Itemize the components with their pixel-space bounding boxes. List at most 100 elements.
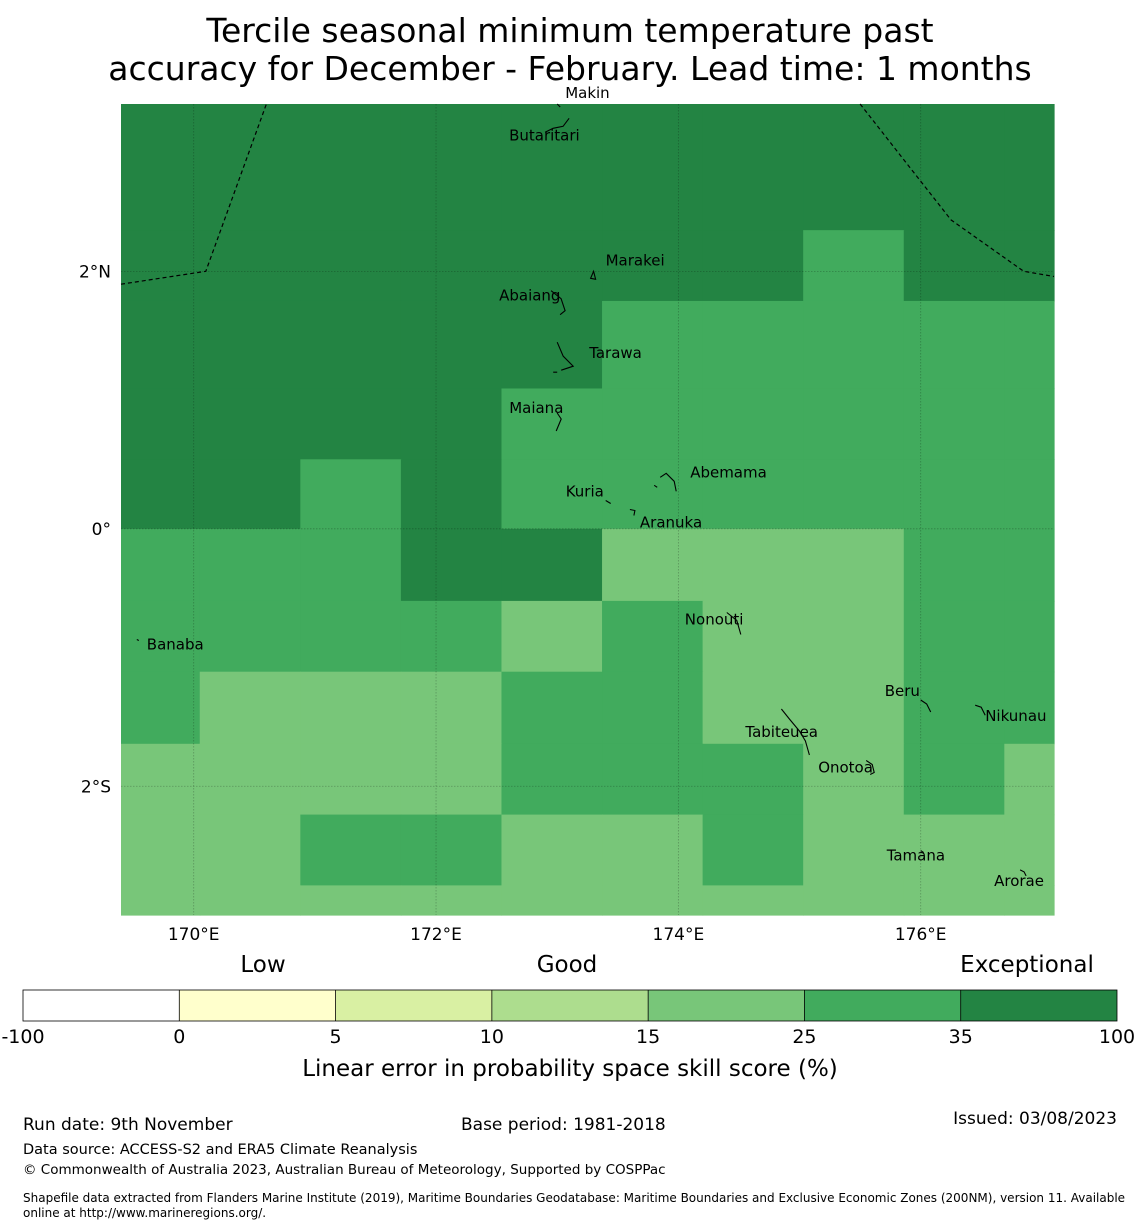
skill-cell bbox=[803, 600, 905, 673]
skill-cell bbox=[602, 528, 704, 602]
island-tarawa: Tarawa bbox=[553, 341, 642, 373]
skill-cell bbox=[300, 230, 402, 302]
skill-cell bbox=[903, 528, 1005, 602]
skill-cell bbox=[702, 814, 804, 886]
coastline bbox=[920, 850, 925, 854]
shapefile-credit-line-2: online at http://www.marineregions.org/. bbox=[23, 1206, 267, 1220]
island-label: Onotoa bbox=[818, 759, 873, 777]
eez-boundary-line bbox=[120, 103, 267, 285]
skill-cell bbox=[1004, 600, 1055, 673]
island-marakei: Marakei bbox=[589, 251, 665, 281]
x-tick-label: 172°E bbox=[410, 925, 462, 945]
skill-cell bbox=[300, 671, 402, 745]
skill-cell bbox=[602, 388, 704, 460]
island-nonouti: Nonouti bbox=[685, 611, 743, 635]
skill-cell bbox=[501, 743, 603, 816]
eez-boundaries bbox=[120, 103, 1055, 285]
skill-cell bbox=[400, 885, 503, 916]
skill-cell bbox=[602, 600, 704, 673]
skill-cell bbox=[400, 230, 503, 302]
island-aranuka: Aranuka bbox=[629, 508, 702, 532]
coastline bbox=[555, 412, 562, 432]
island-banaba: Banaba bbox=[136, 636, 204, 654]
islands-layer: Makin Butaritari Marakei Abaiang Tarawa Maian… bbox=[136, 84, 1047, 890]
colorbar-axis-label: Linear error in probability space skill … bbox=[302, 1056, 838, 1082]
skill-cell bbox=[903, 814, 1005, 886]
skill-cell bbox=[702, 230, 804, 302]
skill-cell bbox=[803, 743, 905, 816]
skill-cell bbox=[121, 814, 201, 886]
skill-cell bbox=[1004, 814, 1055, 886]
skill-cell bbox=[121, 300, 201, 390]
skill-cell bbox=[1004, 104, 1055, 231]
chart-title-line-2: accuracy for December - February. Lead t… bbox=[108, 49, 1032, 88]
colorbar-bin bbox=[335, 990, 492, 1021]
y-tick-label: 2°N bbox=[79, 262, 111, 282]
skill-cell bbox=[300, 814, 402, 886]
skill-cell bbox=[501, 600, 603, 673]
colorbar-tick-label: 35 bbox=[949, 1026, 973, 1048]
skill-cell bbox=[903, 104, 1005, 231]
island-tabiteuea: Tabiteuea bbox=[744, 708, 818, 756]
skill-cell bbox=[300, 300, 402, 390]
data-source: Data source: ACCESS-S2 and ERA5 Climate … bbox=[23, 1142, 418, 1158]
skill-cell bbox=[400, 528, 503, 602]
skill-cell bbox=[121, 104, 201, 231]
coastline bbox=[605, 500, 611, 504]
coastline bbox=[589, 269, 597, 281]
skill-cell bbox=[903, 388, 1005, 460]
coastline bbox=[920, 699, 932, 713]
skill-cell bbox=[501, 300, 603, 390]
chart-title-line-1: Tercile seasonal minimum temperature pas… bbox=[206, 11, 934, 50]
skill-cell bbox=[300, 885, 402, 916]
colorbar-outline bbox=[22, 989, 1118, 1022]
coastline bbox=[1019, 869, 1027, 877]
skill-cell bbox=[602, 459, 704, 530]
issued-date: Issued: 03/08/2023 bbox=[953, 1109, 1117, 1129]
skill-cell bbox=[602, 814, 704, 886]
skill-cell bbox=[803, 230, 905, 302]
skill-cell bbox=[400, 814, 503, 886]
island-onotoa: Onotoa bbox=[818, 759, 875, 777]
skill-cell bbox=[400, 459, 503, 530]
colorbar-legend: -100 0 5 10 15 25 35 100 Low Good Exceptional Linea… bbox=[1, 952, 1135, 1082]
island-makin: Makin bbox=[556, 84, 610, 108]
base-period: Base period: 1981-2018 bbox=[461, 1115, 666, 1135]
colorbar-tick-label: 100 bbox=[1099, 1026, 1135, 1048]
y-tick-label: 0° bbox=[92, 520, 111, 540]
island-label: Kuria bbox=[566, 483, 604, 501]
x-tick-label: 170°E bbox=[168, 925, 220, 945]
coastline bbox=[726, 612, 742, 635]
skill-cell bbox=[199, 300, 301, 390]
skill-cell bbox=[803, 459, 905, 530]
legend-category-low: Low bbox=[240, 952, 285, 978]
skill-cell bbox=[1004, 388, 1055, 460]
skill-cell bbox=[702, 388, 804, 460]
skill-cell bbox=[1004, 743, 1055, 816]
colorbar-bin bbox=[23, 990, 180, 1021]
island-label: Tamana bbox=[886, 847, 945, 865]
skill-cell bbox=[702, 459, 804, 530]
copyright: © Commonwealth of Australia 2023, Austra… bbox=[23, 1162, 666, 1178]
colorbar-tick-label: 0 bbox=[173, 1026, 185, 1048]
island-label: Arorae bbox=[994, 872, 1044, 890]
island-nikunau: Nikunau bbox=[975, 704, 1047, 725]
skill-cell bbox=[903, 600, 1005, 673]
skill-cell bbox=[121, 671, 201, 745]
skill-cell bbox=[602, 671, 704, 745]
skill-cell bbox=[300, 743, 402, 816]
skill-cell bbox=[400, 671, 503, 745]
coastline bbox=[629, 508, 636, 516]
skill-cell bbox=[702, 300, 804, 390]
coastline bbox=[975, 704, 986, 716]
colorbar-bin bbox=[960, 990, 1117, 1021]
colorbar-tick-label: 10 bbox=[480, 1026, 504, 1048]
coastline bbox=[780, 708, 810, 756]
island-label: Aranuka bbox=[640, 514, 702, 532]
island-label: Abemama bbox=[690, 463, 767, 481]
colorbar-tick-label: 5 bbox=[330, 1026, 342, 1048]
island-label: Tabiteuea bbox=[744, 723, 818, 741]
island-label: Tarawa bbox=[588, 344, 642, 362]
y-tick-label: 2°S bbox=[81, 777, 111, 797]
island-label: Maiana bbox=[509, 399, 563, 417]
